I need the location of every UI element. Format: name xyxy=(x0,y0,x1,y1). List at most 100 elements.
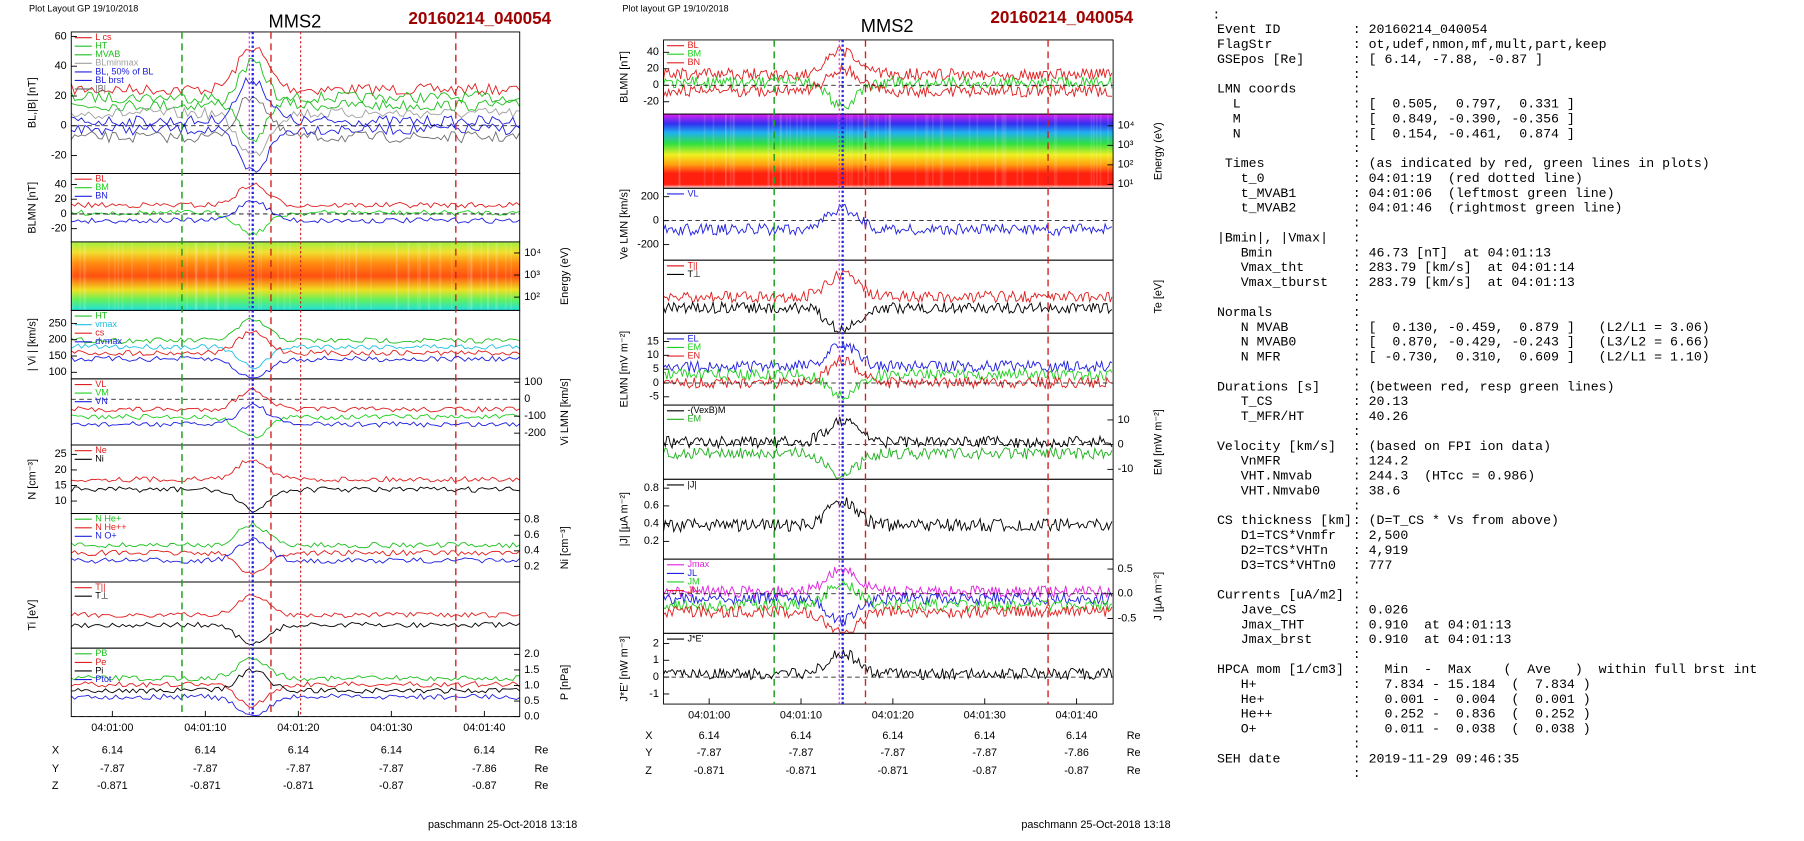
y-tick-label: 2 xyxy=(653,637,659,649)
y-tick-label: 0 xyxy=(524,393,530,405)
trace-sketch xyxy=(663,579,1113,613)
report-text: : 0.910 at 04:01:13 xyxy=(1353,632,1512,647)
spectrogram-streak xyxy=(370,241,372,311)
y-tick-label: 15 xyxy=(55,479,67,491)
ephemeris-value: -7.86 xyxy=(1064,747,1089,759)
y-axis-label: N [cm⁻³] xyxy=(26,459,38,500)
spectrogram-streak xyxy=(994,114,997,189)
trace-sketch xyxy=(663,649,1113,681)
report-key: Normals xyxy=(1217,305,1273,320)
report-key: O+ xyxy=(1217,722,1257,737)
y-tick-label: 0.5 xyxy=(524,695,539,707)
spectrogram-streak xyxy=(487,241,489,311)
spectrogram-streak xyxy=(79,241,81,311)
legend-label: N He++ xyxy=(95,522,126,532)
report-key: Vmax_tburst xyxy=(1217,275,1328,290)
spectrogram-streak xyxy=(767,114,769,189)
ephemeris-value: -0.871 xyxy=(283,780,314,792)
report-text: : xyxy=(1353,647,1361,662)
report-key: Durations [s] xyxy=(1217,379,1320,394)
spectrogram-streak xyxy=(395,241,398,311)
ephemeris-value: -7.87 xyxy=(881,747,906,759)
spectrogram-streak xyxy=(216,241,219,311)
spectrogram-streak xyxy=(1096,114,1098,189)
ephemeris-value: 6.14 xyxy=(790,730,811,742)
trace-sketch xyxy=(71,402,520,428)
ephemeris-value: -0.87 xyxy=(379,780,404,792)
spectrogram-streak xyxy=(348,241,351,311)
report-text: : 0.001 - 0.004 ( 0.001 ) xyxy=(1353,692,1591,707)
report-key: Vmax_tht xyxy=(1217,260,1304,275)
legend-label: BL, 50% of BL xyxy=(95,66,153,76)
y-tick-label: -200 xyxy=(524,427,546,439)
report-text: : xyxy=(1353,588,1361,603)
report-key: LMN coords xyxy=(1217,82,1296,97)
legend-label: T|| xyxy=(95,582,105,592)
spectrogram-streak xyxy=(1004,114,1007,189)
y-tick-label: 0 xyxy=(61,208,67,220)
y-axis-label: Ti [eV] xyxy=(26,600,38,631)
legend-label: EL xyxy=(687,333,698,343)
ephemeris-unit: Re xyxy=(1127,730,1141,742)
report-key: |Bmin|, |Vmax| xyxy=(1217,230,1328,245)
spectrogram-streak xyxy=(1003,114,1005,189)
report-mark: : xyxy=(1212,7,1220,22)
report-text: : xyxy=(1353,736,1361,751)
report-text: : (D=T_CS * Vs from above) xyxy=(1353,513,1559,528)
spectrogram-streak xyxy=(863,114,866,189)
spectrogram-streak xyxy=(874,114,877,189)
legend-label: Ne xyxy=(95,445,107,455)
spectrogram-streak xyxy=(1055,114,1058,189)
spectrogram-streak xyxy=(176,241,178,311)
spectrogram-streak xyxy=(712,114,715,189)
legend-label: VM xyxy=(95,388,109,398)
spectrogram-streak xyxy=(1107,114,1110,189)
spectrogram-streak xyxy=(260,241,263,311)
spectrogram-streak xyxy=(931,114,934,189)
spectrogram-streak xyxy=(160,241,163,311)
x-tick-label: 04:01:20 xyxy=(872,709,914,721)
spacecraft: MMS2 xyxy=(269,11,322,32)
spectrogram-streak xyxy=(504,241,507,311)
trace-sketch xyxy=(70,355,520,379)
spectrogram-streak xyxy=(322,241,324,311)
y-tick-label: 0.2 xyxy=(644,535,659,547)
spectrogram-streak xyxy=(83,241,85,311)
spectrogram-streak xyxy=(939,114,942,189)
report-text: : 0.011 - 0.038 ( 0.038 ) xyxy=(1353,722,1591,737)
spectrogram-streak xyxy=(355,241,358,311)
spectrogram-streak xyxy=(1053,114,1056,189)
legend-label: HT xyxy=(95,41,108,51)
legend-label: vmax xyxy=(95,319,117,329)
spectrogram-streak xyxy=(277,241,279,311)
legend-label: -(VexB)M xyxy=(687,405,725,415)
ephemeris-value: 6.14 xyxy=(974,730,995,742)
report-text: : xyxy=(1353,305,1361,320)
spectrogram-streak xyxy=(837,114,839,189)
trace-sketch xyxy=(71,413,520,439)
spectrogram-streak xyxy=(467,241,470,311)
spectrogram-streak xyxy=(218,241,220,311)
ephemeris-value: -7.87 xyxy=(972,747,997,759)
ephemeris-label: Y xyxy=(645,747,652,759)
y-tick-label: 100 xyxy=(49,366,67,378)
spectrogram-streak xyxy=(206,241,209,311)
ephemeris-value: -0.87 xyxy=(472,780,497,792)
y-tick-label: 0 xyxy=(653,214,659,226)
report-text: : 04:01:46 (rightmost green line) xyxy=(1353,201,1623,216)
ephemeris-value: -7.87 xyxy=(100,763,125,775)
ephemeris-label: X xyxy=(52,745,59,757)
ephemeris-value: -7.87 xyxy=(789,747,814,759)
report-text: : Min - Max ( Ave ) within full brst int xyxy=(1353,662,1758,677)
ephemeris-value: -0.871 xyxy=(97,780,128,792)
spectrogram-streak xyxy=(732,114,735,189)
y-tick-label: 10⁴ xyxy=(1118,120,1135,132)
spectrogram-streak xyxy=(851,114,853,189)
spectrogram-streak xyxy=(953,114,955,189)
report-key: CS thickness [km] xyxy=(1217,513,1352,528)
report-text: : 38.6 xyxy=(1353,483,1401,498)
y-tick-label: -10 xyxy=(1118,463,1134,475)
report-key: VHT.Nmvab0 xyxy=(1217,483,1320,498)
report-key: GSEpos [Re] xyxy=(1217,52,1304,67)
panel-frame xyxy=(70,309,521,380)
